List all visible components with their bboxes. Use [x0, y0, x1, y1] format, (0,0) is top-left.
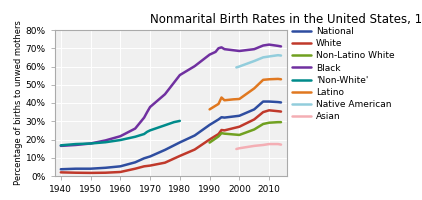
Title: Nonmarital Birth Rates in the United States, 1940-2014: Nonmarital Birth Rates in the United Sta… — [150, 13, 422, 26]
Legend: National, White, Non-Latino White, Black, 'Non-White', Latino, Native American, : National, White, Non-Latino White, Black… — [292, 27, 395, 121]
Y-axis label: Percentage of births to unwed mothers: Percentage of births to unwed mothers — [14, 21, 23, 185]
